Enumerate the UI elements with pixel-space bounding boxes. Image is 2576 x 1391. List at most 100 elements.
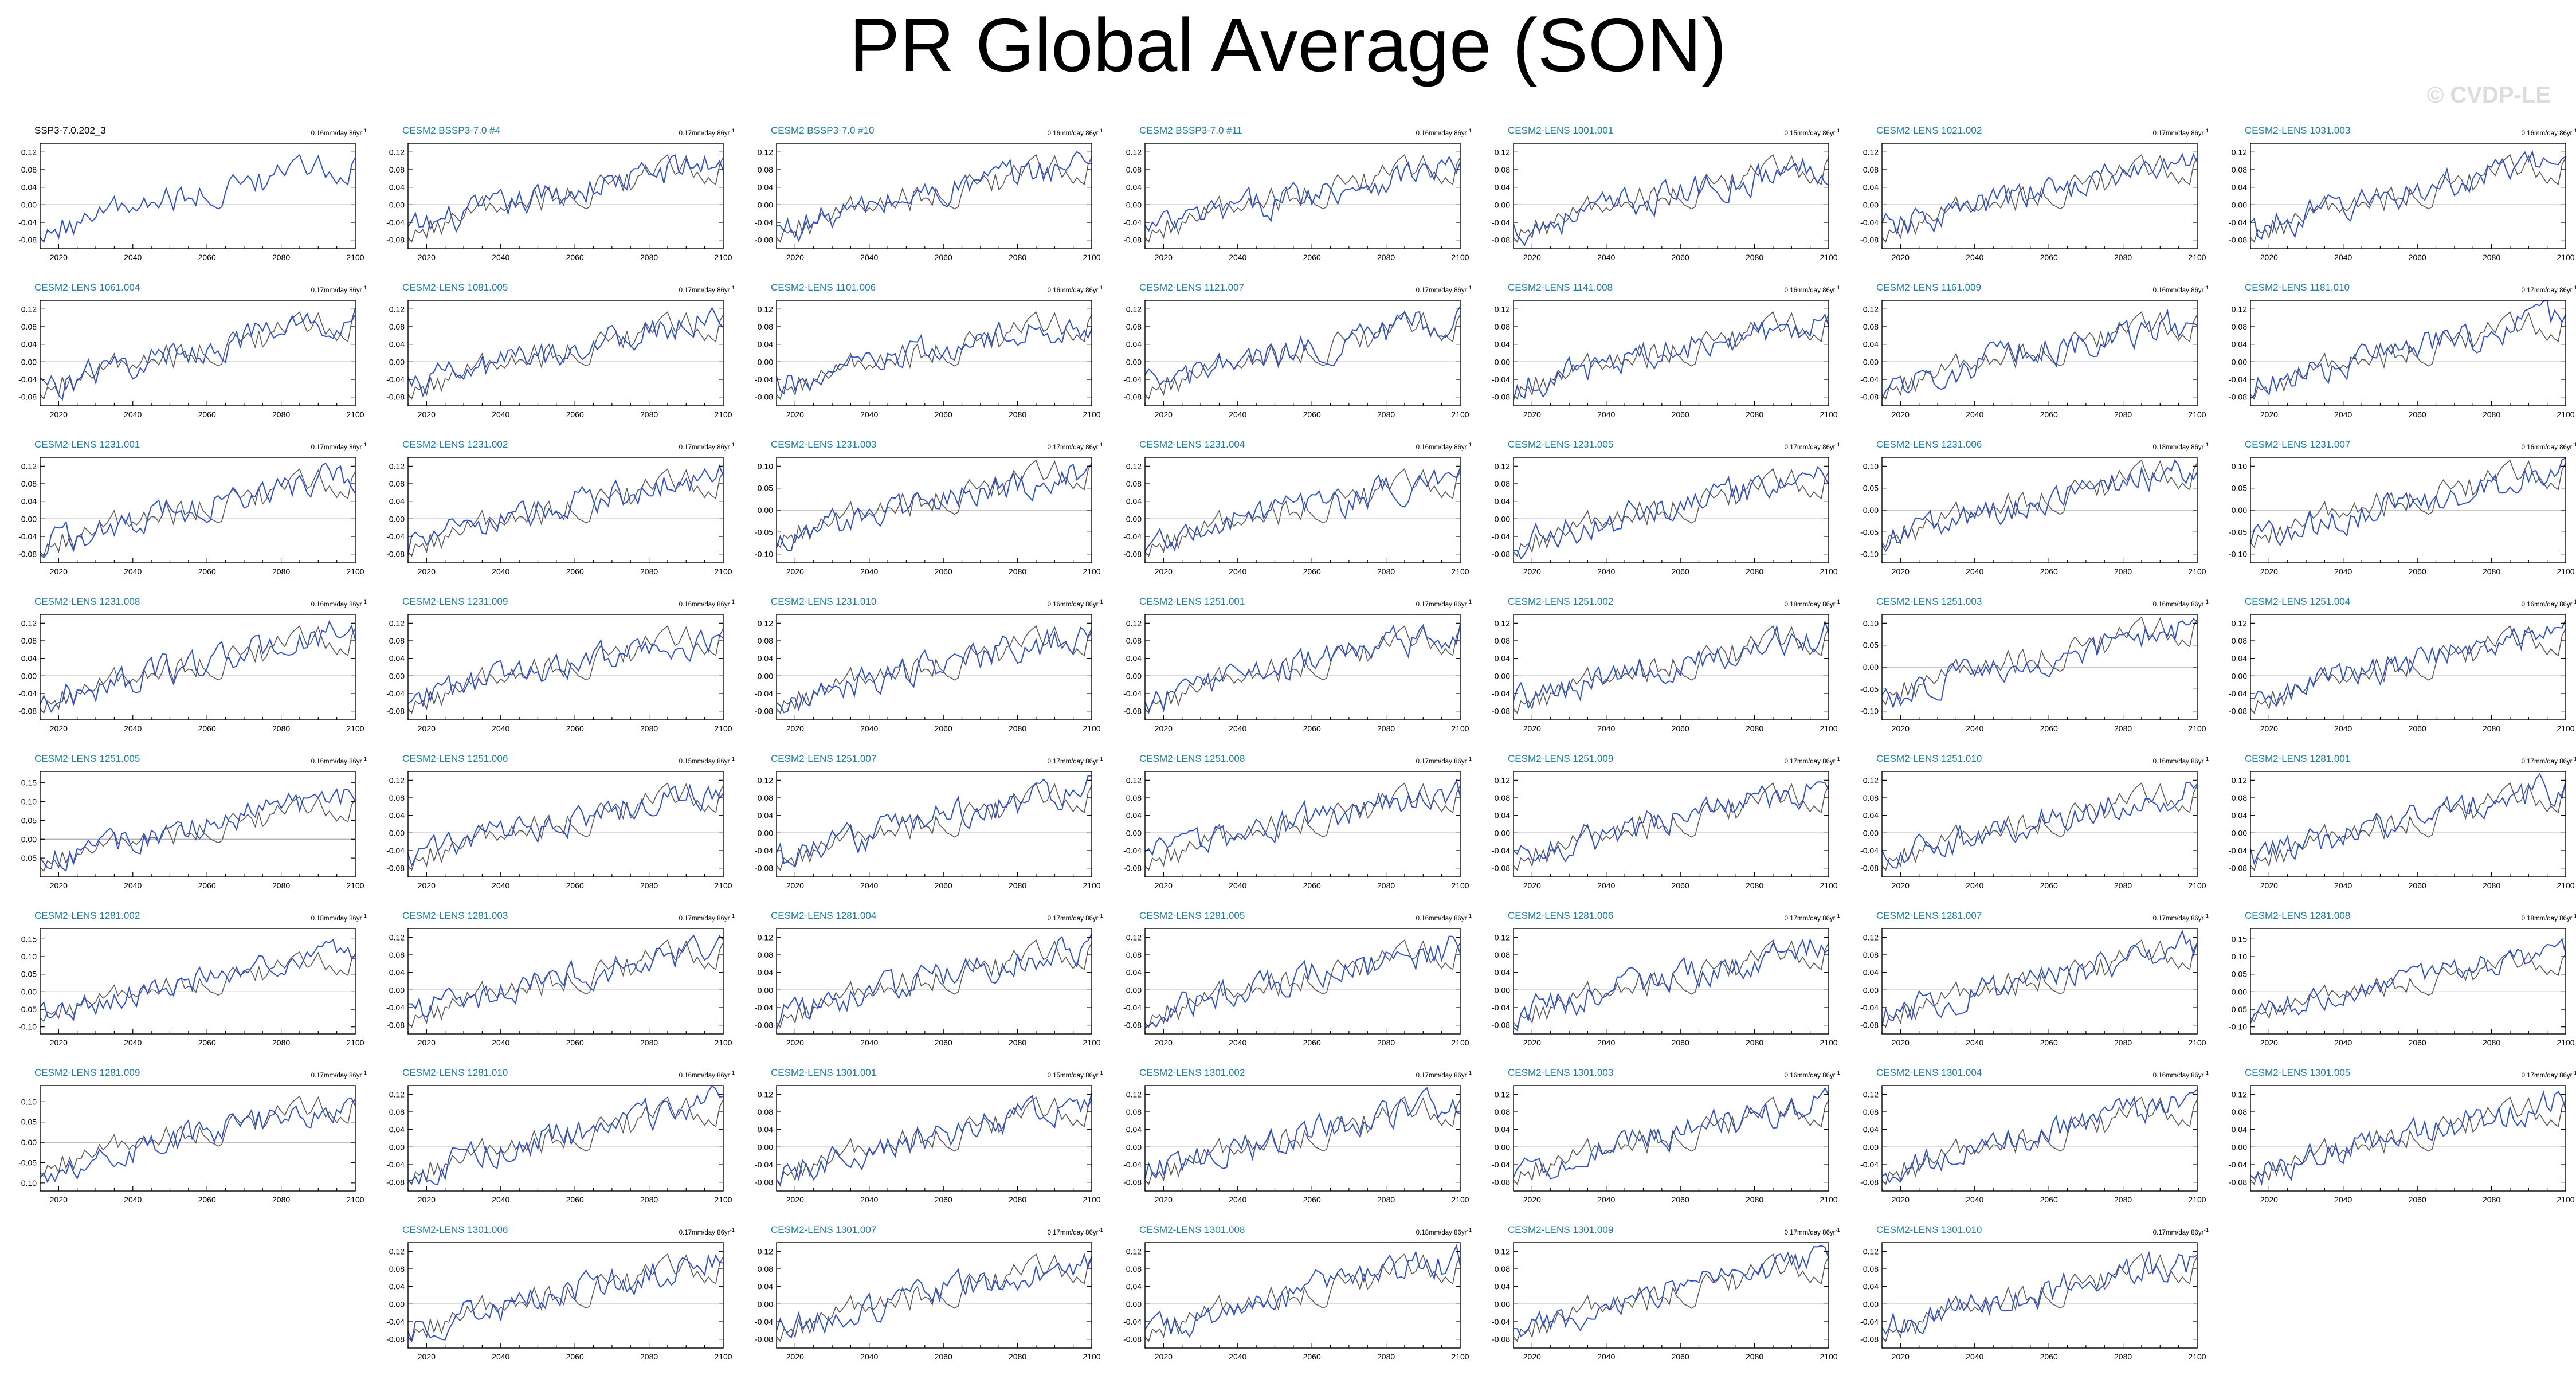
y-tick-label: -0.10 [2229, 1022, 2247, 1032]
y-tick-label: -0.08 [2229, 393, 2247, 402]
x-tick-label: 2040 [1966, 1195, 1983, 1204]
x-tick-label: 2100 [1083, 410, 1100, 419]
trend-unit: mm/day 86yr [1797, 915, 1836, 922]
y-tick-label: -0.08 [1860, 1335, 1879, 1344]
x-tick-label: 2060 [1672, 567, 1689, 576]
panel-plot: 2020 2040 2060 2080 2100 0.12 0.08 0.04 0.00 -0.0… [1492, 143, 1838, 262]
x-tick-label: 2020 [418, 881, 436, 890]
x-tick-label: 2060 [935, 1038, 952, 1047]
trend-value: 0.17 [679, 1229, 692, 1236]
y-tick-label: 0.04 [1495, 654, 1510, 663]
x-tick-label: 2040 [1597, 1352, 1615, 1361]
ensemble-series-line [40, 787, 356, 872]
panel-trend-label: 0.16mm/day 86yr-1 [2153, 284, 2209, 295]
ensemble-series-line [2250, 1090, 2566, 1186]
panel-title: CESM2-LENS 1141.008 [1508, 282, 1613, 293]
plot-frame [40, 457, 356, 563]
panel-plot: 2020 2040 2060 2080 2100 0.12 0.08 0.04 0.00 -0.0… [1860, 1085, 2206, 1204]
x-tick-label: 2060 [2409, 881, 2426, 890]
plot-frame [1513, 143, 1829, 249]
x-tick-label: 2100 [1451, 724, 1469, 733]
ensemble-series-line [1144, 306, 1461, 386]
x-tick-label: 2100 [714, 1038, 732, 1047]
y-tick-label: 0.00 [1126, 200, 1142, 209]
observations-series-line [776, 1096, 1092, 1185]
panel-title: CESM2-LENS 1251.004 [2245, 596, 2351, 607]
x-tick-label: 2100 [714, 253, 732, 262]
trend-value: 0.16 [1047, 601, 1060, 608]
trend-value: 0.18 [311, 915, 324, 922]
panel-plot: 2020 2040 2060 2080 2100 0.12 0.08 0.04 0.00 -0.0… [18, 300, 364, 419]
panel-plot: 2020 2040 2060 2080 2100 0.12 0.08 0.04 0.00 -0.0… [1492, 1242, 1838, 1361]
trend-unit: mm/day 86yr [1060, 130, 1099, 137]
trend-exponent: -1 [1098, 285, 1103, 291]
y-tick-label: 0.12 [1126, 1090, 1142, 1099]
trend-exponent: -1 [2203, 756, 2209, 762]
x-tick-label: 2100 [1820, 1352, 1837, 1361]
y-tick-label: 0.00 [21, 1138, 37, 1147]
x-tick-label: 2040 [1966, 1038, 1983, 1047]
trend-unit: mm/day 86yr [1797, 1072, 1836, 1079]
y-tick-label: 0.04 [758, 1282, 773, 1291]
ensemble-series-line [776, 775, 1092, 868]
ensemble-series-line [1144, 779, 1461, 856]
x-tick-label: 2100 [1451, 1195, 1469, 1204]
trend-unit: mm/day 86yr [1429, 444, 1467, 451]
x-tick-label: 2060 [2409, 724, 2426, 733]
chart-panel: CESM2-LENS 1281.007 0.17mm/day 86yr-1 2020… [1860, 910, 2209, 1055]
observations-series-line [40, 468, 356, 557]
x-tick-label: 2060 [2409, 253, 2426, 262]
x-tick-label: 2080 [1377, 1195, 1395, 1204]
chart-panel: CESM2-LENS 1251.007 0.17mm/day 86yr-1 2020… [755, 753, 1103, 898]
x-tick-label: 2020 [50, 410, 68, 419]
panel-trend-label: 0.17mm/day 86yr-1 [2153, 1227, 2209, 1237]
trend-value: 0.16 [679, 601, 692, 608]
y-tick-label: 0.12 [21, 618, 37, 628]
panel-plot: 2020 2040 2060 2080 2100 0.12 0.08 0.04 0.00 -0.0… [386, 143, 732, 262]
chart-panel: CESM2-LENS 1231.005 0.17mm/day 86yr-1 2020… [1492, 439, 1840, 583]
x-tick-label: 2060 [2040, 881, 2058, 890]
plot-frame [776, 614, 1092, 720]
y-tick-label: 0.00 [1126, 514, 1142, 523]
chart-panel: CESM2-LENS 1301.010 0.17mm/day 86yr-1 2020… [1860, 1224, 2209, 1369]
x-tick-label: 2020 [1892, 1352, 1910, 1361]
y-tick-label: -0.04 [1860, 1003, 1879, 1012]
x-tick-label: 2020 [786, 881, 804, 890]
x-tick-label: 2040 [1229, 724, 1246, 733]
x-tick-label: 2040 [1229, 1195, 1246, 1204]
panel-title: CESM2 BSSP3-7.0 #10 [771, 125, 875, 136]
y-tick-label: -0.08 [1492, 864, 1510, 873]
x-tick-label: 2100 [2188, 410, 2206, 419]
y-tick-label: 0.00 [1126, 1299, 1142, 1308]
y-tick-label: 0.04 [389, 1125, 405, 1134]
x-tick-label: 2080 [2483, 1195, 2500, 1204]
trend-value: 0.16 [2521, 601, 2534, 608]
y-tick-label: 0.12 [1863, 932, 1879, 942]
x-tick-label: 2060 [566, 1038, 584, 1047]
trend-value: 0.16 [311, 758, 324, 765]
y-tick-label: 0.00 [21, 671, 37, 680]
observations-series-line [776, 154, 1092, 243]
trend-exponent: -1 [1467, 128, 1472, 134]
y-tick-label: 0.00 [389, 1142, 405, 1151]
panel-plot: 2020 2040 2060 2080 2100 0.12 0.08 0.04 0.00 -0.0… [386, 457, 732, 576]
x-tick-label: 2040 [1597, 1038, 1615, 1047]
y-tick-label: -0.08 [1492, 1178, 1510, 1187]
y-tick-label: 0.00 [1863, 1142, 1879, 1151]
panel-plot: 2020 2040 2060 2080 2100 0.12 0.08 0.04 0.00 -0.0… [1860, 1242, 2206, 1361]
y-tick-label: 0.10 [758, 461, 773, 471]
y-tick-label: 0.12 [1863, 1247, 1879, 1256]
x-tick-label: 2080 [2483, 724, 2500, 733]
chart-panel: CESM2-LENS 1251.005 0.16mm/day 86yr-1 2020… [18, 753, 367, 898]
trend-exponent: -1 [1835, 285, 1840, 291]
panel-trend-label: 0.16mm/day 86yr-1 [1048, 127, 1103, 138]
plot-frame [776, 143, 1092, 249]
panel-trend-label: 0.18mm/day 86yr-1 [1785, 598, 1840, 609]
y-tick-label: -0.10 [1860, 550, 1879, 559]
trend-unit: mm/day 86yr [2534, 287, 2573, 294]
trend-exponent: -1 [730, 1070, 735, 1076]
panel-title: CESM2-LENS 1281.002 [34, 910, 140, 921]
x-tick-label: 2040 [492, 1352, 509, 1361]
trend-unit: mm/day 86yr [2534, 601, 2573, 608]
y-tick-label: 0.00 [1495, 828, 1510, 837]
